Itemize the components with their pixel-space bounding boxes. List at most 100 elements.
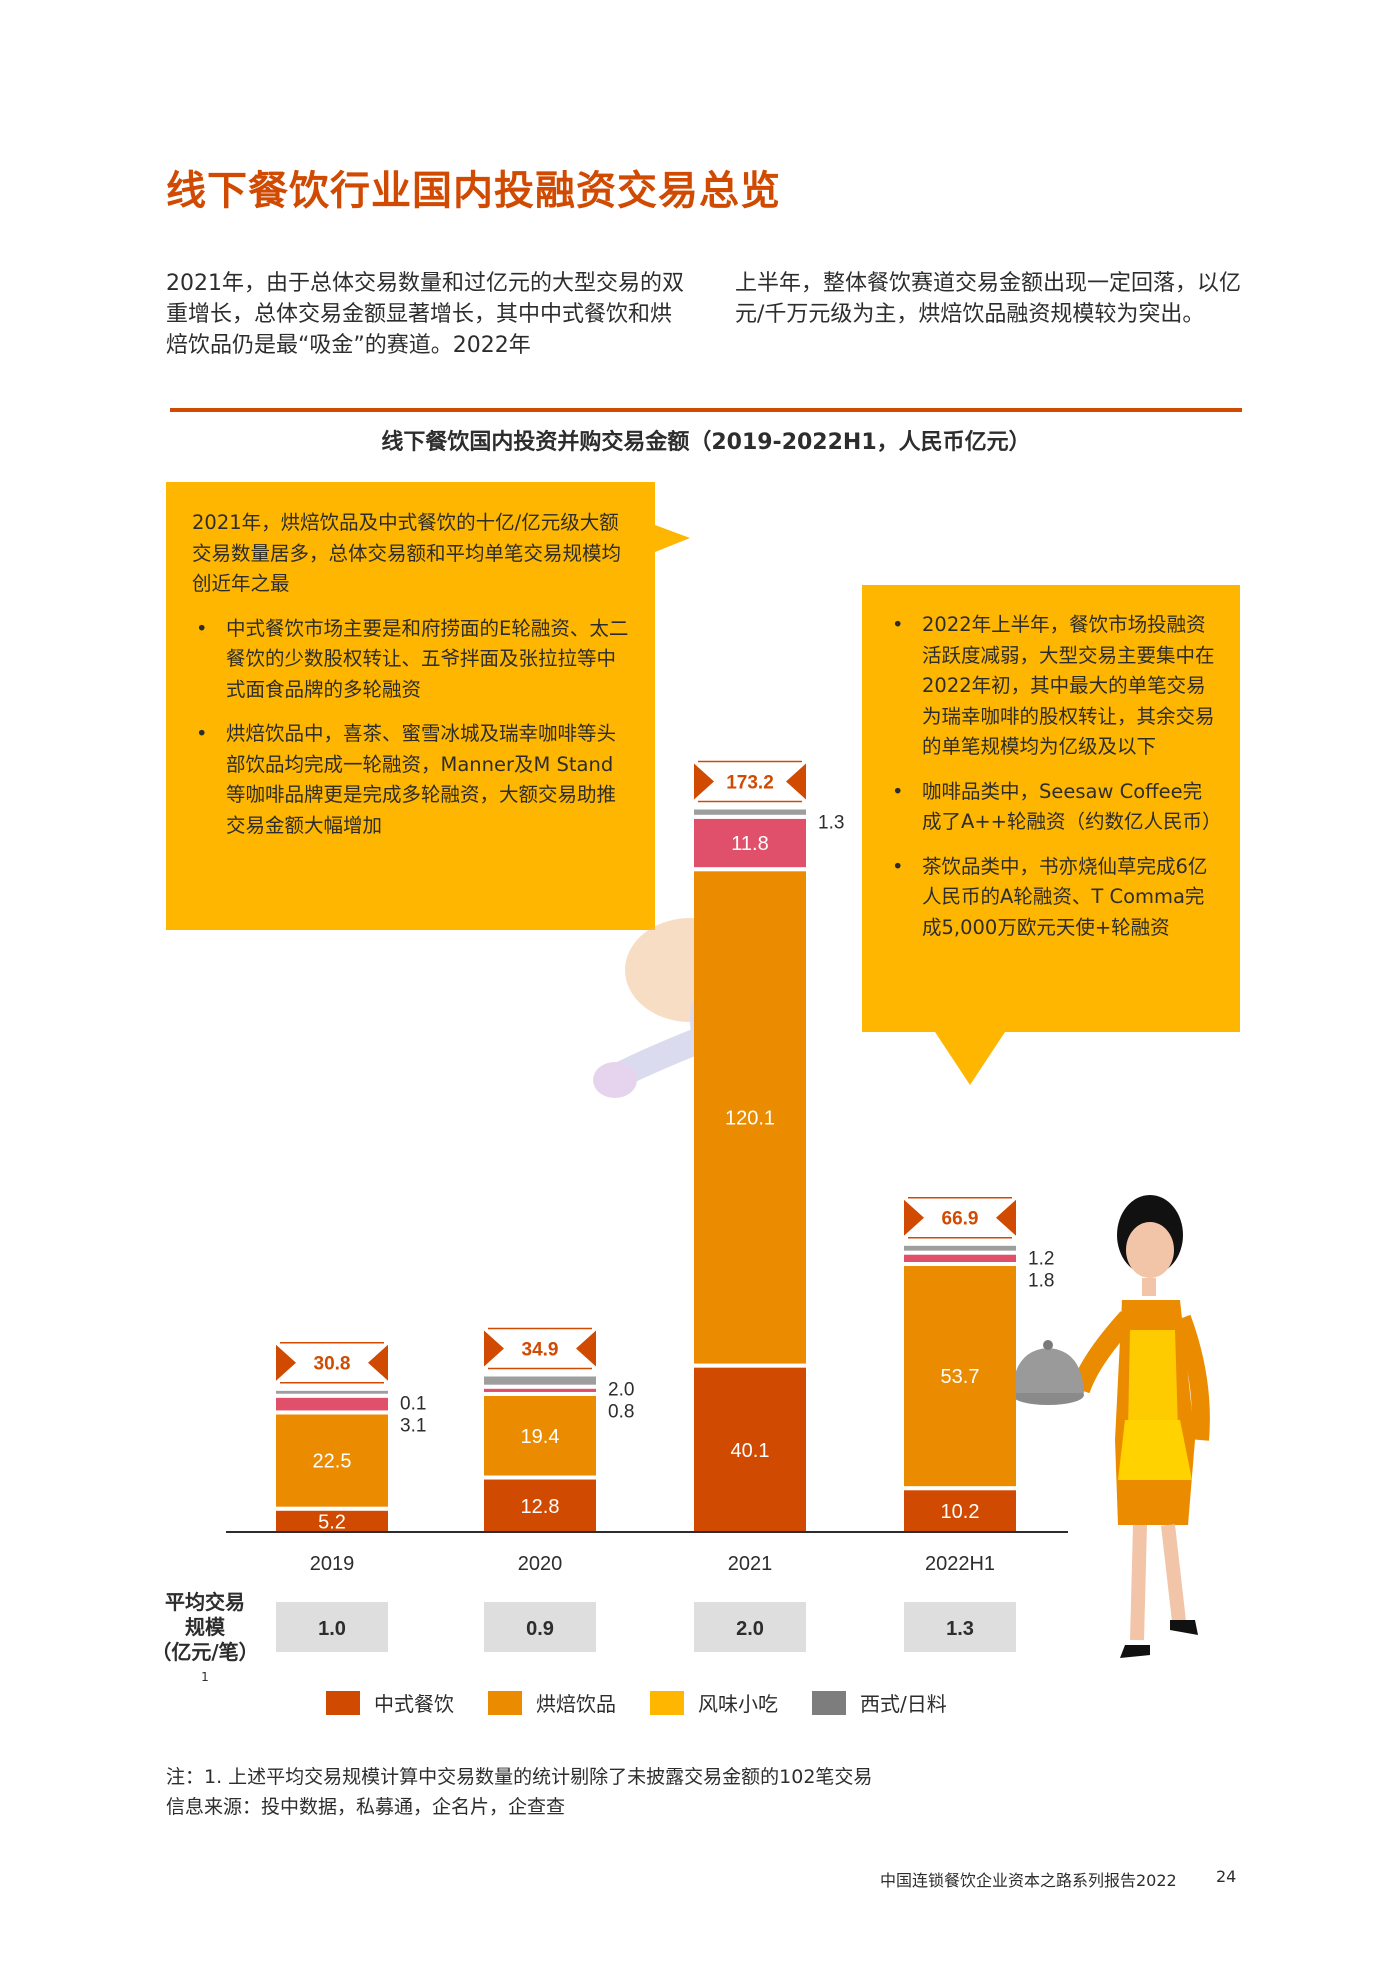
intro-text-left: 2021年，由于总体交易数量和过亿元的大型交易的双重增长，总体交易金额显著增长，…	[166, 271, 684, 358]
bar-segment	[484, 1388, 596, 1392]
legend-swatch	[812, 1690, 846, 1715]
legend-item-western-japanese: 西式/日料	[812, 1688, 947, 1717]
average-size-value: 1.3	[946, 1618, 974, 1640]
average-deal-size-label: 平均交易 规模 （亿元/笔） 1	[150, 1590, 260, 1695]
footnote-source: 信息来源：投中数据，私募通，企名片，企查查	[166, 1796, 566, 1818]
x-tick-label: 2019	[310, 1553, 355, 1575]
segment-gap	[904, 1486, 1016, 1491]
total-marker-left	[694, 763, 714, 800]
segment-gap	[904, 1262, 1016, 1267]
bar-segment	[276, 1510, 388, 1532]
callout-left-bullet: 中式餐饮市场主要是和府捞面的E轮融资、太二餐饮的少数股权转让、五爷拌面及张拉拉等…	[192, 614, 632, 706]
segment-gap	[276, 1393, 388, 1398]
total-marker-left	[276, 1344, 296, 1381]
segment-label: 10.2	[941, 1501, 980, 1523]
legend-item-bakery-drinks: 烘焙饮品	[488, 1688, 616, 1717]
segment-gap	[484, 1391, 596, 1396]
legend-item-chinese-food: 中式餐饮	[326, 1688, 454, 1717]
total-label: 34.9	[522, 1340, 559, 1361]
average-size-box	[904, 1602, 1016, 1652]
small-segment-label: 2.0	[608, 1380, 634, 1401]
average-size-value: 0.9	[526, 1618, 554, 1640]
segment-gap	[276, 1506, 388, 1511]
callout-right-list: 2022年上半年，餐饮市场投融资活跃度减弱，大型交易主要集中在2022年初，其中…	[888, 610, 1222, 944]
chart-legend: 中式餐饮 烘焙饮品 风味小吃 西式/日料	[326, 1688, 947, 1717]
bar-segment	[904, 1254, 1016, 1263]
avg-label-line2: 规模	[185, 1615, 225, 1639]
x-tick-label: 2021	[728, 1553, 773, 1575]
avg-label-line3: （亿元/笔）	[151, 1640, 259, 1664]
bar-segment	[276, 1397, 388, 1411]
callout-right-bullet: 茶饮品类中，书亦烧仙草完成6亿人民币的A轮融资、T Comma完成5,000万欧…	[888, 852, 1218, 944]
small-segment-label: 1.3	[818, 812, 844, 833]
x-tick-label: 2020	[518, 1553, 563, 1575]
small-segment-label: 0.1	[400, 1394, 426, 1415]
bar-segment	[694, 871, 806, 1364]
segment-gap	[276, 1386, 388, 1391]
footer-report-name: 中国连锁餐饮企业资本之路系列报告2022	[880, 1871, 1177, 1890]
segment-label: 19.4	[521, 1426, 560, 1448]
total-marker-right	[786, 763, 806, 800]
average-size-value: 1.0	[318, 1618, 346, 1640]
page-title: 线下餐饮行业国内投融资交易总览	[166, 168, 781, 214]
waitress-illustration	[1012, 1195, 1210, 1658]
segment-gap	[904, 1241, 1016, 1246]
bar-segment	[484, 1479, 596, 1532]
total-marker-left	[484, 1330, 504, 1367]
bar-segment	[276, 1390, 388, 1394]
legend-swatch	[326, 1690, 360, 1715]
segment-gap	[694, 814, 806, 819]
segment-gap	[904, 1250, 1016, 1255]
bar-segment	[276, 1414, 388, 1507]
small-segment-label: 1.2	[1028, 1249, 1054, 1270]
total-label: 66.9	[942, 1209, 979, 1230]
footnote: 注：1. 上述平均交易规模计算中交易数量的统计剔除了未披露交易金额的102笔交易…	[166, 1762, 872, 1822]
bar-segment	[694, 818, 806, 868]
segment-label: 5.2	[318, 1511, 346, 1533]
small-segment-label: 1.8	[1028, 1271, 1054, 1292]
bar-segment	[904, 1245, 1016, 1251]
average-size-box	[694, 1602, 806, 1652]
average-size-value: 2.0	[736, 1618, 764, 1640]
average-size-box	[276, 1602, 388, 1652]
legend-label: 风味小吃	[698, 1692, 778, 1716]
segment-gap	[484, 1372, 596, 1377]
total-marker-right	[996, 1199, 1016, 1236]
legend-item-snacks: 风味小吃	[650, 1688, 778, 1717]
total-marker-left	[904, 1199, 924, 1236]
footnote-line1: 注：1. 上述平均交易规模计算中交易数量的统计剔除了未披露交易金额的102笔交易	[166, 1766, 873, 1788]
legend-label: 中式餐饮	[374, 1692, 454, 1716]
segment-label: 22.5	[313, 1451, 352, 1473]
total-label: 173.2	[726, 772, 774, 793]
bar-segment	[484, 1376, 596, 1385]
segment-gap	[484, 1475, 596, 1480]
total-marker-right	[576, 1330, 596, 1367]
total-marker-right	[368, 1344, 388, 1381]
avg-label-line1: 平均交易	[165, 1590, 245, 1614]
segment-gap	[484, 1384, 596, 1389]
segment-label: 40.1	[731, 1440, 770, 1462]
bar-segment	[904, 1490, 1016, 1532]
x-tick-label: 2022H1	[925, 1553, 995, 1575]
segment-label: 12.8	[521, 1496, 560, 1518]
segment-gap	[276, 1410, 388, 1415]
segment-label: 120.1	[725, 1107, 775, 1129]
legend-swatch	[650, 1690, 684, 1715]
section-divider	[170, 408, 1242, 412]
segment-label: 11.8	[731, 833, 768, 855]
callout-left-list: 中式餐饮市场主要是和府捞面的E轮融资、太二餐饮的少数股权转让、五爷拌面及张拉拉等…	[192, 614, 632, 842]
callout-left: 2021年，烘焙饮品及中式餐饮的十亿/亿元级大额交易数量居多，总体交易额和平均单…	[192, 508, 632, 855]
segment-label: 53.7	[941, 1366, 980, 1388]
legend-swatch	[488, 1690, 522, 1715]
chart-title: 线下餐饮国内投资并购交易金额（2019-2022H1，人民币亿元）	[381, 430, 1031, 455]
segment-gap	[694, 805, 806, 810]
callout-right: 2022年上半年，餐饮市场投融资活跃度减弱，大型交易主要集中在2022年初，其中…	[888, 610, 1222, 957]
average-size-box	[484, 1602, 596, 1652]
intro-text-right: 上半年，整体餐饮赛道交易金额出现一定回落，以亿元/千万元级为主，烘焙饮品融资规模…	[735, 271, 1242, 327]
bar-segment	[904, 1266, 1016, 1487]
legend-label: 西式/日料	[860, 1692, 947, 1716]
small-segment-label: 3.1	[400, 1416, 426, 1437]
bar-segment	[694, 809, 806, 815]
callout-left-bullet: 烘焙饮品中，喜茶、蜜雪冰城及瑞幸咖啡等头部饮品均完成一轮融资，Manner及M …	[192, 719, 632, 841]
footnote-marker: 1	[201, 1670, 209, 1684]
